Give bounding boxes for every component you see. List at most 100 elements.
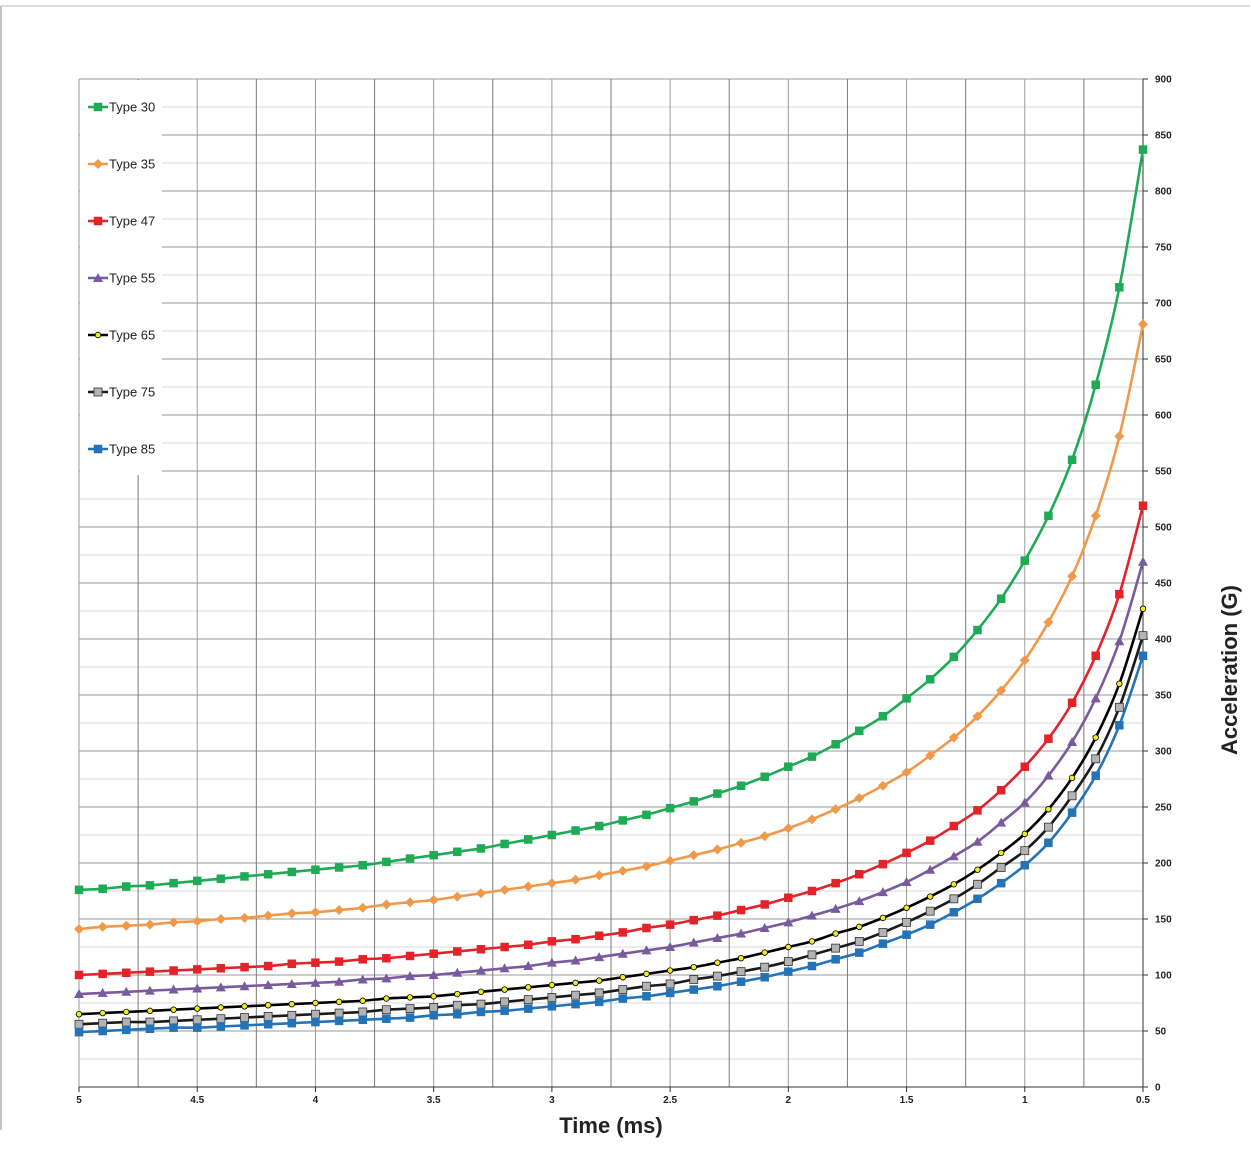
- data-point-type-47: [760, 900, 769, 909]
- data-point-type-75: [902, 917, 911, 927]
- data-point-type-75: [74, 1019, 84, 1029]
- data-point-type-55: [783, 917, 794, 927]
- legend-swatch-marker: [93, 273, 103, 282]
- data-point-type-85: [192, 1023, 202, 1032]
- x-tick-label: 4: [313, 1095, 319, 1106]
- data-point-type-65: [335, 998, 343, 1006]
- data-point-type-85: [1091, 771, 1100, 780]
- data-point-type-75: [665, 979, 675, 989]
- data-point-type-35: [239, 912, 250, 923]
- data-point-type-55: [1043, 770, 1054, 780]
- data-point-type-55: [759, 922, 770, 932]
- data-point-type-47: [902, 848, 911, 858]
- data-point-type-47: [855, 869, 864, 879]
- data-point-type-30: [98, 884, 107, 894]
- data-point-type-75: [760, 962, 770, 972]
- data-point-type-75: [713, 971, 722, 981]
- legend-label: Type 35: [109, 157, 155, 172]
- data-point-type-65: [1045, 806, 1052, 813]
- series-line-type-85: [78, 655, 1145, 1034]
- data-point-type-47: [996, 785, 1006, 795]
- data-point-type-75: [807, 950, 817, 960]
- data-point-type-35: [854, 793, 865, 804]
- data-point-type-30: [807, 752, 817, 761]
- data-point-type-85: [878, 939, 888, 948]
- y-tick-label: 750: [1155, 243, 1172, 254]
- data-point-type-85: [169, 1023, 178, 1032]
- data-point-type-35: [381, 899, 392, 910]
- data-point-type-55: [736, 928, 747, 938]
- data-point-type-85: [594, 997, 604, 1007]
- y-tick-label: 50: [1155, 1027, 1167, 1038]
- data-point-type-47: [216, 964, 226, 973]
- data-point-type-85: [949, 908, 959, 917]
- data-point-type-35: [1114, 431, 1125, 442]
- data-point-type-85: [311, 1017, 320, 1027]
- data-point-type-65: [761, 949, 768, 956]
- data-point-type-65: [217, 1004, 225, 1011]
- data-point-type-35: [168, 917, 179, 928]
- data-point-type-47: [382, 953, 391, 963]
- data-point-type-47: [689, 915, 699, 925]
- data-point-type-55: [1019, 797, 1030, 807]
- data-point-type-30: [618, 816, 628, 825]
- x-tick-label: 1: [1022, 1095, 1028, 1106]
- data-point-type-85: [523, 1004, 533, 1013]
- legend-entry-type-65: Type 65: [88, 328, 155, 343]
- data-point-type-55: [144, 985, 155, 995]
- series-line-type-55: [78, 561, 1145, 996]
- legend-swatch-marker: [93, 444, 103, 454]
- data-point-type-55: [168, 984, 179, 994]
- data-point-type-75: [287, 1010, 297, 1020]
- data-point-type-30: [949, 652, 959, 662]
- data-point-type-65: [1116, 680, 1123, 687]
- data-point-type-47: [784, 893, 793, 902]
- data-point-type-35: [144, 919, 155, 930]
- data-point-type-85: [784, 967, 793, 976]
- data-point-type-65: [974, 866, 981, 873]
- data-point-type-35: [948, 732, 959, 743]
- legend-label: Type 30: [109, 100, 155, 115]
- data-point-type-75: [1044, 822, 1053, 832]
- data-point-type-30: [547, 830, 557, 840]
- data-point-type-47: [287, 959, 297, 969]
- data-point-type-30: [855, 726, 864, 736]
- data-point-type-47: [1138, 501, 1148, 510]
- data-point-type-55: [594, 952, 605, 962]
- data-point-type-85: [500, 1006, 509, 1016]
- data-point-type-75: [405, 1004, 415, 1013]
- data-point-type-55: [74, 989, 84, 999]
- data-point-type-55: [97, 987, 108, 997]
- data-point-type-55: [1114, 636, 1125, 646]
- data-point-type-30: [122, 882, 131, 891]
- data-point-type-75: [216, 1014, 226, 1024]
- data-point-type-65: [146, 1007, 154, 1015]
- data-point-type-65: [548, 981, 556, 989]
- data-point-type-47: [736, 905, 746, 915]
- y-tick-label: 100: [1155, 971, 1172, 982]
- data-point-type-30: [1115, 283, 1124, 292]
- data-point-type-65: [950, 881, 958, 888]
- series-line-type-75: [78, 635, 1145, 1026]
- legend-label: Type 65: [109, 328, 155, 343]
- data-point-type-35: [925, 750, 936, 761]
- data-point-type-47: [1044, 734, 1053, 743]
- legend-swatch-marker: [93, 216, 103, 226]
- data-point-type-30: [784, 762, 793, 771]
- data-point-type-85: [996, 878, 1006, 888]
- legend-swatch-marker: [94, 331, 102, 339]
- data-point-type-65: [359, 997, 366, 1004]
- data-point-type-55: [901, 877, 912, 887]
- data-point-type-35: [736, 837, 747, 848]
- data-point-type-55: [239, 981, 250, 991]
- data-point-type-55: [688, 937, 699, 947]
- data-point-type-47: [665, 920, 675, 929]
- data-point-type-85: [74, 1027, 84, 1037]
- series-markers-type-35: [74, 319, 1148, 935]
- legend-entry-type-85: Type 85: [88, 442, 155, 457]
- data-point-type-47: [831, 878, 840, 888]
- data-point-type-35: [972, 711, 983, 722]
- data-point-type-55: [641, 945, 652, 955]
